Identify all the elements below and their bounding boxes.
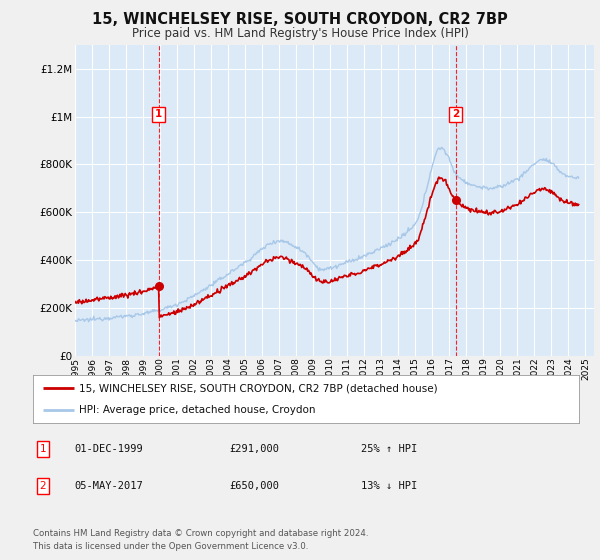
Text: 2: 2 [452,109,459,119]
Text: 15, WINCHELSEY RISE, SOUTH CROYDON, CR2 7BP (detached house): 15, WINCHELSEY RISE, SOUTH CROYDON, CR2 … [79,383,438,393]
Text: 1: 1 [40,444,46,454]
Text: HPI: Average price, detached house, Croydon: HPI: Average price, detached house, Croy… [79,405,316,415]
Text: 01-DEC-1999: 01-DEC-1999 [74,444,143,454]
Text: 1: 1 [155,109,163,119]
Text: Contains HM Land Registry data © Crown copyright and database right 2024.
This d: Contains HM Land Registry data © Crown c… [33,529,368,552]
Text: £291,000: £291,000 [230,444,280,454]
Text: 15, WINCHELSEY RISE, SOUTH CROYDON, CR2 7BP: 15, WINCHELSEY RISE, SOUTH CROYDON, CR2 … [92,12,508,27]
Text: Price paid vs. HM Land Registry's House Price Index (HPI): Price paid vs. HM Land Registry's House … [131,27,469,40]
Text: 25% ↑ HPI: 25% ↑ HPI [361,444,417,454]
Text: £650,000: £650,000 [230,482,280,492]
Text: 05-MAY-2017: 05-MAY-2017 [74,482,143,492]
Text: 2: 2 [40,482,46,492]
Text: 13% ↓ HPI: 13% ↓ HPI [361,482,417,492]
